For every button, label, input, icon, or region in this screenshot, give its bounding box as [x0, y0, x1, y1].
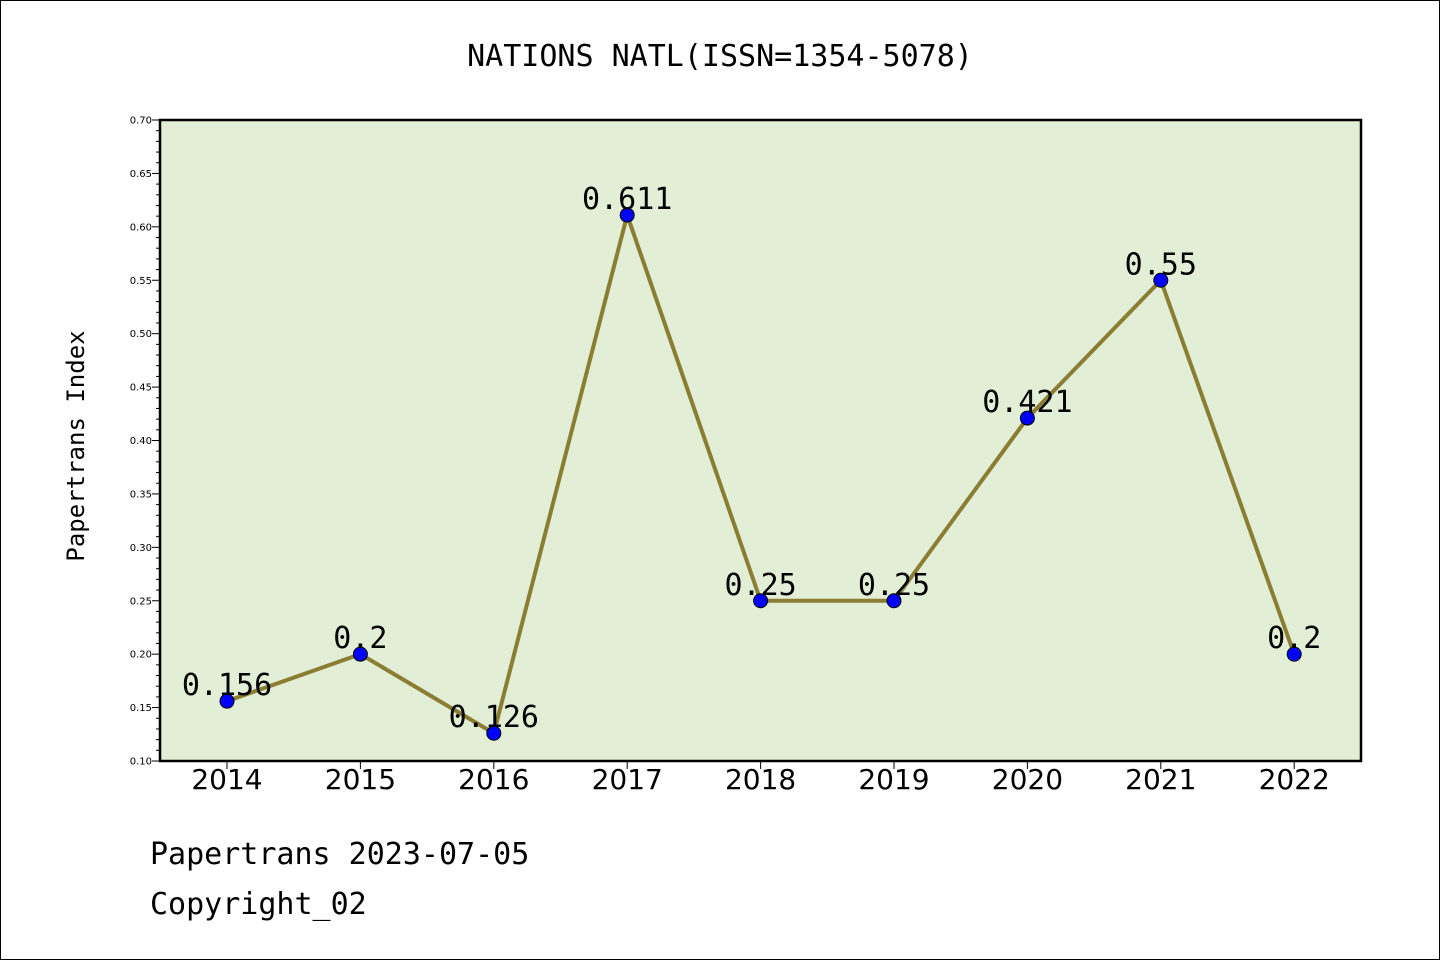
- y-tick-label: 0.50: [130, 329, 152, 340]
- data-point: [619, 207, 635, 223]
- data-label: 0.55: [1125, 247, 1197, 282]
- x-tick-label: 2021: [1125, 763, 1196, 796]
- data-label: 0.126: [449, 700, 539, 735]
- data-label: 0.421: [982, 385, 1072, 420]
- y-tick-label: 0.40: [130, 436, 152, 447]
- plot-area: [160, 120, 1361, 761]
- data-point: [486, 725, 502, 741]
- x-tick-label: 2018: [725, 763, 796, 796]
- data-label: 0.25: [858, 568, 930, 603]
- data-label: 0.611: [582, 182, 672, 217]
- y-tick-label: 0.65: [130, 169, 152, 180]
- data-point: [352, 646, 368, 662]
- data-point: [219, 693, 235, 709]
- y-tick-label: 0.35: [130, 489, 152, 500]
- x-tick-label: 2022: [1259, 763, 1330, 796]
- plot-border: [158, 118, 1363, 763]
- y-tick-label: 0.20: [130, 650, 152, 661]
- y-axis-label: Papertrans Index: [62, 330, 90, 561]
- footer-copyright: Copyright_02: [150, 887, 367, 922]
- footer-date: Papertrans 2023-07-05: [150, 837, 529, 872]
- y-tick-label: 0.55: [130, 276, 152, 287]
- chart-title: NATIONS NATL(ISSN=1354-5078): [467, 39, 973, 74]
- data-point: [1019, 410, 1035, 426]
- x-tick-label: 2017: [592, 763, 663, 796]
- data-labels: 0.156 0.2 0.126 0.611 0.25 0.25 0.421 0.55 0.2: [182, 182, 1321, 735]
- y-tick-label: 0.10: [130, 757, 152, 768]
- data-label: 0.2: [1267, 621, 1321, 656]
- x-tick-label: 2020: [992, 763, 1063, 796]
- data-label: 0.25: [724, 568, 796, 603]
- series-papertrans-index: [219, 207, 1302, 741]
- data-point: [886, 593, 902, 609]
- data-label: 0.156: [182, 668, 272, 703]
- y-tick-label: 0.15: [130, 703, 152, 714]
- y-tick-label: 0.30: [130, 543, 152, 554]
- y-tick-label: 0.60: [130, 222, 152, 233]
- data-point: [753, 593, 769, 609]
- data-point: [1153, 272, 1169, 288]
- data-label: 0.2: [333, 621, 387, 656]
- x-axis: 2014 2015 2016 2017 2018 2019 2020 2021 2022: [191, 761, 1330, 796]
- x-tick-label: 2016: [458, 763, 529, 796]
- y-tick-label: 0.45: [130, 383, 152, 394]
- data-point: [1286, 646, 1302, 662]
- x-tick-label: 2014: [191, 763, 262, 796]
- x-tick-label: 2019: [858, 763, 929, 796]
- y-axis: 0.10 0.15 0.20 0.25 0.30 0.35 0.40 0.45 0.50 0.55…: [130, 116, 160, 768]
- x-tick-label: 2015: [325, 763, 396, 796]
- y-tick-label: 0.70: [130, 116, 152, 127]
- y-tick-label: 0.25: [130, 596, 152, 607]
